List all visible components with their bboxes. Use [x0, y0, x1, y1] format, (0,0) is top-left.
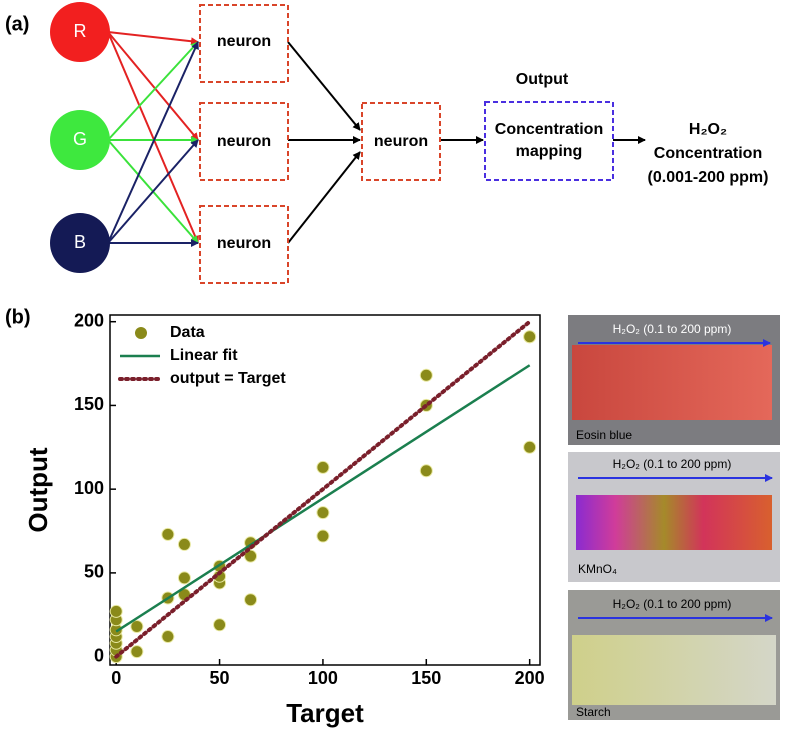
photo-name: Eosin blue [576, 428, 632, 442]
photo-name: Starch [576, 705, 611, 719]
result-label: (0.001-200 ppm) [648, 169, 769, 186]
data-point [244, 549, 258, 563]
neuron-label: neuron [217, 133, 271, 150]
input-node [50, 110, 110, 170]
series-line [114, 319, 532, 659]
output-label: Concentration [495, 121, 603, 138]
output-label: mapping [516, 143, 583, 160]
output-box [484, 101, 614, 181]
panel-label: (b) [5, 306, 31, 328]
data-point [161, 630, 175, 644]
neuron-label: neuron [217, 33, 271, 50]
x-tick-label: 0 [111, 668, 121, 688]
data-point [213, 618, 227, 632]
x-tick-label: 200 [515, 668, 545, 688]
y-tick-label: 0 [94, 645, 104, 665]
x-tick-label: 100 [308, 668, 338, 688]
photo-name: KMnO₄ [578, 562, 617, 576]
data-point [316, 506, 330, 520]
data-point [523, 440, 537, 454]
data-point [109, 604, 123, 618]
data-point [130, 645, 144, 659]
input-label: B [74, 232, 86, 252]
neuron-label: neuron [374, 133, 428, 150]
panel-label: (a) [5, 13, 29, 35]
y-tick-label: 200 [74, 310, 104, 330]
input-node [50, 213, 110, 273]
series-line [115, 364, 531, 633]
photo-range: H₂O₂ (0.1 to 200 ppm) [613, 597, 732, 611]
connections [107, 31, 646, 247]
data-point [161, 527, 175, 541]
input-label: G [73, 129, 87, 149]
data-point [130, 619, 144, 633]
result-label: H₂O₂ [689, 121, 727, 138]
data-point [419, 464, 433, 478]
y-tick-label: 150 [74, 394, 104, 414]
x-tick-label: 150 [411, 668, 441, 688]
legend-label: Linear fit [170, 347, 238, 364]
x-tick-label: 50 [210, 668, 230, 688]
x-axis-title: Target [286, 698, 364, 728]
legend-label: output = Target [170, 370, 286, 387]
legend-marker [135, 327, 147, 339]
data-point [177, 537, 191, 551]
plot-frame [109, 314, 541, 666]
legend-label: Data [170, 324, 205, 341]
y-axis-title: Output [23, 447, 53, 533]
data-point [244, 593, 258, 607]
photo-range: H₂O₂ (0.1 to 200 ppm) [613, 457, 732, 471]
photos [568, 315, 780, 720]
data-point [177, 571, 191, 585]
y-tick-label: 50 [84, 562, 104, 582]
data-point [523, 330, 537, 344]
data-point [419, 368, 433, 382]
input-node [50, 2, 110, 62]
input-label: R [74, 21, 87, 41]
y-tick-label: 100 [74, 478, 104, 498]
output-title: Output [516, 71, 569, 88]
photo-range: H₂O₂ (0.1 to 200 ppm) [613, 322, 732, 336]
neuron-boxes [199, 4, 441, 284]
neuron-label: neuron [217, 235, 271, 252]
data-point [316, 529, 330, 543]
data-point [316, 460, 330, 474]
result-label: Concentration [654, 145, 762, 162]
